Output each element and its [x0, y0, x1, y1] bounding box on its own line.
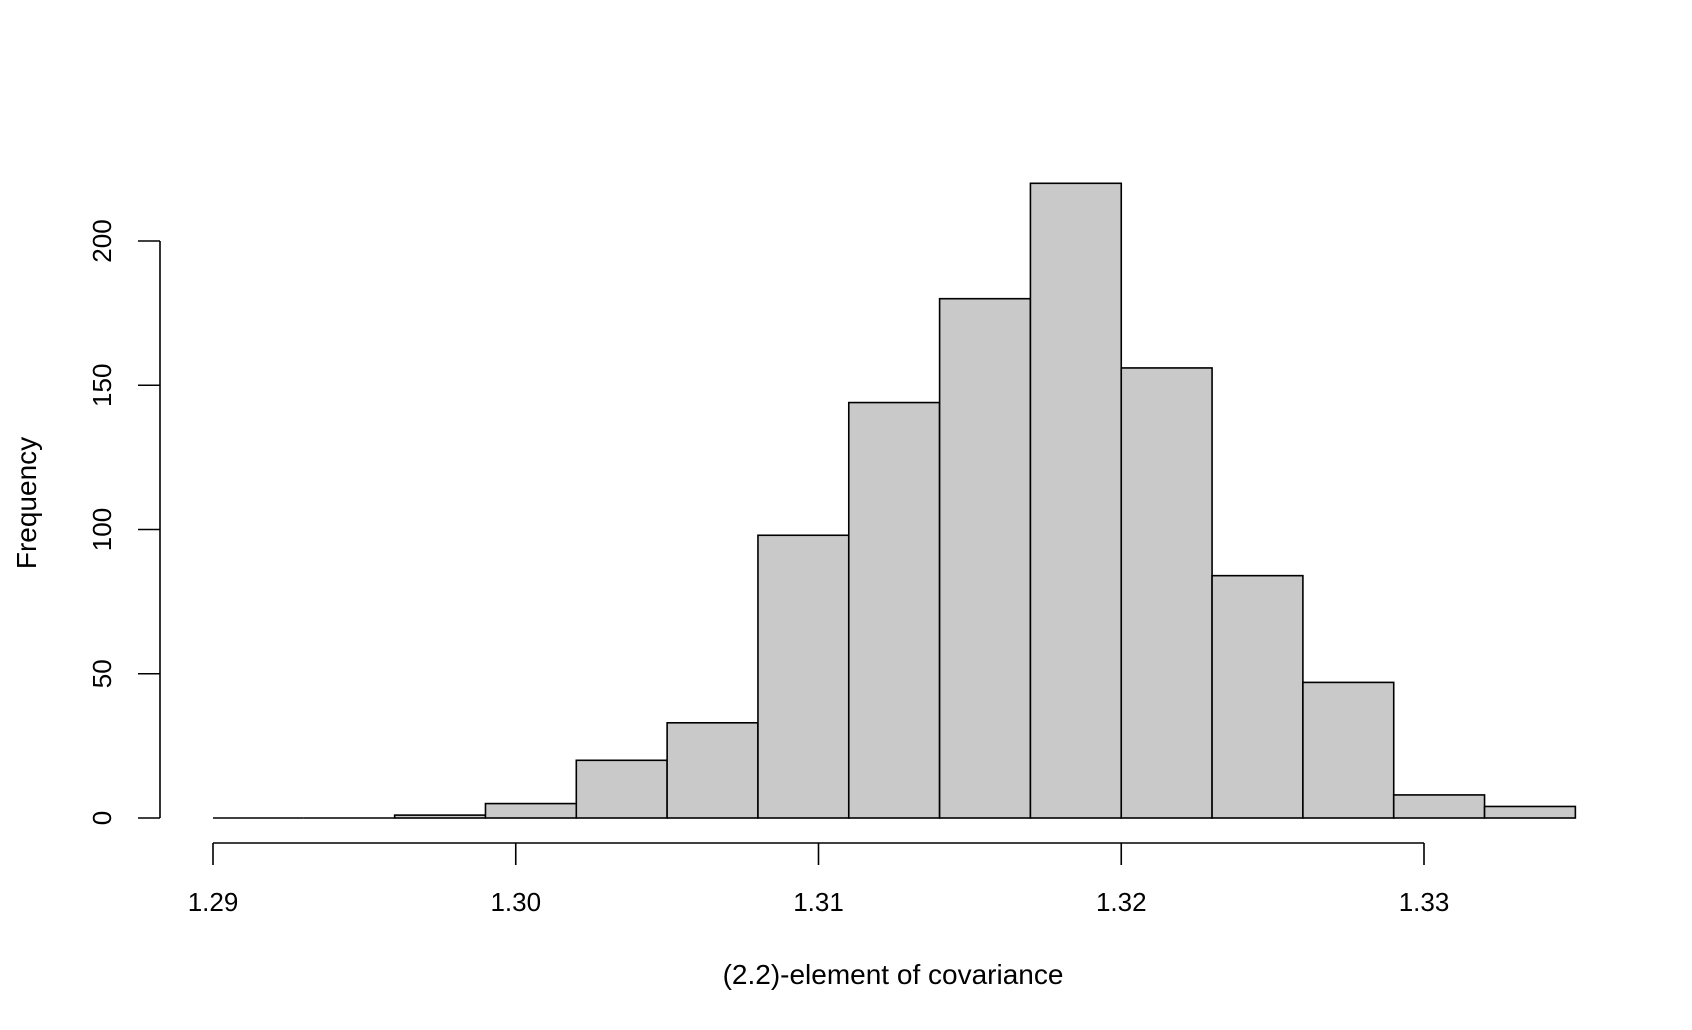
x-tick-label: 1.33: [1399, 887, 1450, 917]
y-axis-title: Frequency: [11, 437, 42, 569]
histogram-bar: [938, 297, 1032, 819]
histogram-bar: [575, 759, 668, 819]
histogram-bar: [666, 721, 759, 819]
histogram-bar: [484, 802, 578, 819]
x-tick-label: 1.31: [793, 887, 844, 917]
histogram-bar: [1211, 574, 1304, 819]
x-tick-label: 1.30: [490, 887, 541, 917]
x-tick-label: 1.32: [1096, 887, 1147, 917]
histogram-bar: [847, 401, 941, 819]
histogram-bar: [1392, 794, 1486, 819]
histogram-bar: [1120, 367, 1213, 819]
x-tick-label: 1.29: [188, 887, 239, 917]
y-tick-label: 200: [87, 219, 117, 262]
histogram-bar: [393, 814, 487, 819]
y-axis: 0 50 100 150 200: [87, 219, 161, 825]
y-tick-label: 100: [87, 508, 117, 551]
histogram-bar: [1029, 182, 1123, 819]
histogram-bar: [757, 534, 850, 819]
y-tick-label: 0: [87, 811, 117, 825]
x-axis-title: (2.2)-element of covariance: [723, 959, 1064, 990]
y-tick-label: 150: [87, 364, 117, 407]
histogram-bar: [1483, 805, 1577, 819]
histogram-bar: [1302, 681, 1395, 819]
y-tick-label: 50: [87, 659, 117, 688]
bars-group: [213, 182, 1577, 819]
x-axis: 1.29 1.30 1.31 1.32 1.33: [188, 842, 1450, 917]
